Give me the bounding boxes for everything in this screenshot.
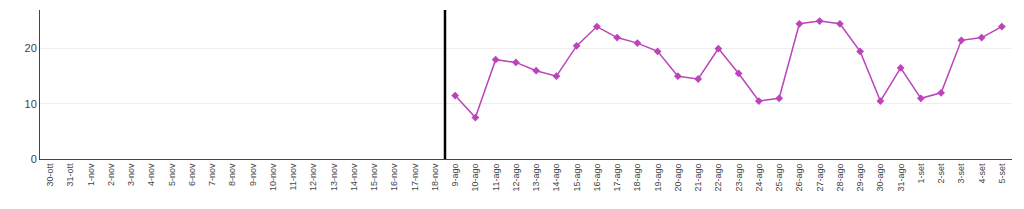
svg-text:15-ago: 15-ago	[572, 164, 582, 192]
svg-text:3-nov: 3-nov	[126, 163, 136, 186]
svg-text:11-nov: 11-nov	[288, 163, 298, 190]
svg-text:11-ago: 11-ago	[491, 164, 501, 191]
svg-text:15-nov: 15-nov	[369, 163, 379, 191]
svg-text:8-nov: 8-nov	[227, 163, 237, 186]
svg-text:22-ago: 22-ago	[713, 164, 723, 192]
svg-text:1-set: 1-set	[916, 163, 926, 184]
svg-text:12-nov: 12-nov	[308, 163, 318, 191]
svg-text:10-ago: 10-ago	[470, 164, 480, 192]
svg-text:0: 0	[31, 153, 37, 165]
svg-text:18-nov: 18-nov	[430, 163, 440, 191]
svg-text:9-ago: 9-ago	[450, 164, 460, 187]
svg-text:2-nov: 2-nov	[106, 163, 116, 186]
svg-text:2-set: 2-set	[936, 163, 946, 184]
svg-text:6-nov: 6-nov	[187, 163, 197, 186]
svg-text:19-ago: 19-ago	[653, 164, 663, 192]
svg-text:13-ago: 13-ago	[531, 164, 541, 192]
svg-text:20-ago: 20-ago	[673, 164, 683, 192]
svg-text:12-ago: 12-ago	[511, 164, 521, 192]
svg-text:10-nov: 10-nov	[268, 163, 278, 191]
svg-text:5-nov: 5-nov	[167, 163, 177, 186]
svg-text:17-ago: 17-ago	[612, 164, 622, 192]
svg-text:20: 20	[25, 42, 37, 54]
svg-text:14-ago: 14-ago	[551, 164, 561, 192]
svg-text:26-ago: 26-ago	[794, 164, 804, 192]
svg-text:31-ago: 31-ago	[896, 164, 906, 192]
svg-text:21-ago: 21-ago	[693, 164, 703, 192]
svg-text:25-ago: 25-ago	[774, 164, 784, 192]
svg-text:16-ago: 16-ago	[592, 164, 602, 192]
svg-text:13-nov: 13-nov	[329, 163, 339, 191]
svg-text:4-set: 4-set	[977, 163, 987, 184]
svg-text:7-nov: 7-nov	[207, 163, 217, 186]
svg-text:3-set: 3-set	[956, 163, 966, 184]
svg-text:27-ago: 27-ago	[815, 164, 825, 192]
svg-text:5-set: 5-set	[997, 163, 1007, 184]
svg-text:9-nov: 9-nov	[248, 163, 258, 186]
svg-text:17-nov: 17-nov	[410, 163, 420, 191]
svg-text:18-ago: 18-ago	[632, 164, 642, 192]
svg-text:30-ago: 30-ago	[875, 164, 885, 192]
svg-text:30-ott: 30-ott	[45, 163, 55, 187]
svg-text:23-ago: 23-ago	[734, 164, 744, 192]
svg-text:28-ago: 28-ago	[835, 164, 845, 192]
svg-text:16-nov: 16-nov	[389, 163, 399, 191]
svg-text:31-ott: 31-ott	[65, 163, 75, 187]
svg-text:14-nov: 14-nov	[349, 163, 359, 191]
svg-text:29-ago: 29-ago	[855, 164, 865, 192]
svg-text:24-ago: 24-ago	[754, 164, 764, 192]
svg-text:10: 10	[25, 98, 37, 110]
svg-text:1-nov: 1-nov	[86, 163, 96, 186]
svg-text:4-nov: 4-nov	[146, 163, 156, 186]
